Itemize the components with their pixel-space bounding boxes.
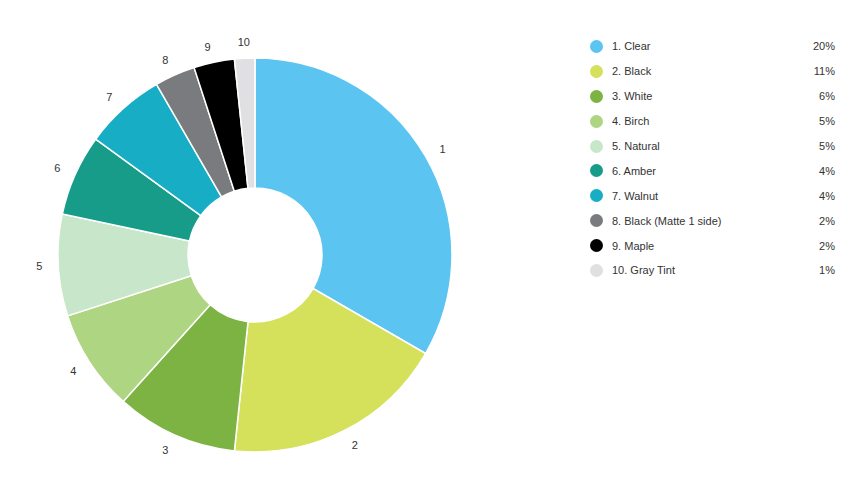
svg-text:2: 2	[352, 439, 358, 451]
svg-text:3: 3	[162, 444, 168, 456]
html-text:4%: 4%	[819, 189, 835, 202]
svg-text:8: 8	[162, 54, 168, 66]
html-text:1%: 1%	[819, 264, 835, 277]
html-text:1. Clear: 1. Clear	[612, 40, 651, 53]
html-text:3. White: 3. White	[612, 90, 653, 103]
html-text:8. Black (Matte 1 side): 8. Black (Matte 1 side)	[612, 214, 722, 227]
html-text:2%: 2%	[819, 239, 835, 252]
html-text:6%: 6%	[819, 90, 835, 103]
html-text:4. Birch: 4. Birch	[612, 115, 650, 128]
svg-text:10: 10	[238, 36, 250, 48]
svg-text:4: 4	[70, 365, 76, 377]
html-text:10. Gray Tint: 10. Gray Tint	[612, 264, 675, 277]
svg-text:7: 7	[106, 91, 112, 103]
html-text:20%: 20%	[813, 40, 835, 53]
html-text:5%: 5%	[819, 115, 835, 128]
html-text:2. Black: 2. Black	[612, 65, 652, 78]
html-text:7. Walnut: 7. Walnut	[612, 189, 659, 202]
html-text:4%: 4%	[819, 164, 835, 177]
svg-text:1: 1	[439, 143, 445, 155]
svg-text:9: 9	[205, 41, 211, 53]
html-text:6. Amber: 6. Amber	[612, 164, 656, 177]
svg-text:6: 6	[54, 162, 60, 174]
html-text:11%: 11%	[813, 65, 835, 78]
html-text:5. Natural: 5. Natural	[612, 140, 660, 152]
html-text:5%: 5%	[819, 140, 835, 152]
html-text:2%: 2%	[819, 214, 835, 227]
html-text:9. Maple: 9. Maple	[612, 239, 655, 252]
svg-text:5: 5	[36, 260, 42, 272]
